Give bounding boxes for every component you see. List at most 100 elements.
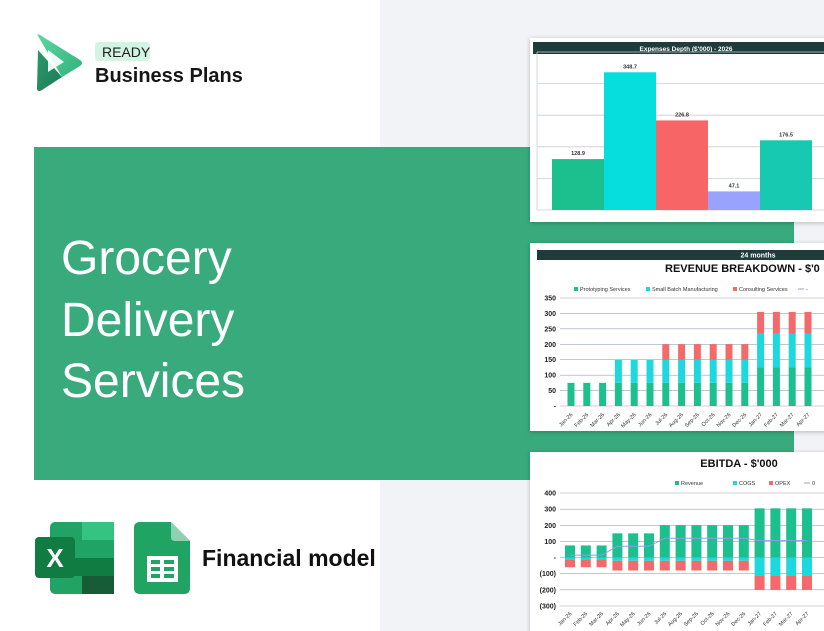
bar-segment <box>678 382 686 406</box>
legend-swatch <box>769 481 773 485</box>
value-label: 128.9 <box>571 151 585 157</box>
sheets-icon <box>134 522 190 594</box>
bar <box>656 120 708 210</box>
bar-segment <box>709 382 717 406</box>
bar-segment <box>738 560 749 571</box>
bar-segment <box>599 382 607 406</box>
title-line: Services <box>61 355 245 408</box>
bar <box>708 191 760 210</box>
legend-label: COGS <box>739 481 756 487</box>
bar-segment <box>772 367 780 406</box>
bar-segment <box>802 575 812 590</box>
bar-segment <box>707 557 718 561</box>
bar-segment <box>725 344 733 360</box>
bar-segment <box>709 359 717 383</box>
bar-segment <box>757 311 765 334</box>
bar-segment <box>754 575 765 590</box>
y-tick-label: 150 <box>544 357 556 364</box>
bar-segment <box>786 508 797 558</box>
bar-segment <box>804 367 812 406</box>
value-label: 176.5 <box>779 132 793 138</box>
chart-header <box>533 42 824 54</box>
bar-segment <box>662 344 670 360</box>
bar-segment <box>628 560 639 571</box>
legend-label: Small Batch Manufacturing <box>652 287 718 293</box>
bar-segment <box>802 557 812 576</box>
bar-segment <box>693 344 701 360</box>
bar-segment <box>580 545 591 558</box>
bar-segment <box>659 560 670 571</box>
bar-segment <box>565 545 575 558</box>
bar-segment <box>723 525 733 558</box>
bar-segment <box>612 533 623 558</box>
bar-segment <box>804 311 812 334</box>
bar-segment <box>788 333 796 368</box>
bar-segment <box>691 525 702 558</box>
bar-segment <box>646 359 654 383</box>
value-label: 348.7 <box>623 64 637 70</box>
bar-segment <box>675 560 686 571</box>
bar-segment <box>725 382 733 406</box>
y-tick-label: 200 <box>544 342 556 349</box>
bar-segment <box>659 557 670 561</box>
title-line: Grocery <box>61 232 232 285</box>
bar-segment <box>662 359 670 383</box>
y-tick-label: (200) <box>540 587 556 594</box>
bar-segment <box>612 560 623 571</box>
bar-segment <box>628 557 639 561</box>
legend-label: Prototyping Services <box>580 287 631 293</box>
bar-segment <box>772 311 780 334</box>
bar-segment <box>612 557 623 561</box>
bar-segment <box>596 557 607 560</box>
chart-header-text: 24 months <box>740 253 775 260</box>
bar-segment <box>596 545 607 558</box>
legend-label: Consulting Services <box>739 287 788 293</box>
bar-segment <box>754 508 765 558</box>
bar-segment <box>725 359 733 383</box>
y-tick-label: 300 <box>544 311 556 318</box>
legend-label: 0 <box>812 481 815 487</box>
y-tick-label: - <box>554 404 557 411</box>
bar-segment <box>693 382 701 406</box>
chart-header <box>537 250 824 260</box>
title-line: Delivery <box>61 294 234 347</box>
chart-title: Expenses Depth ($'000) - 2026 <box>640 46 733 53</box>
bar-segment <box>662 382 670 406</box>
y-tick-label: 200 <box>544 523 556 530</box>
bar-segment <box>741 382 749 406</box>
logo <box>37 34 82 92</box>
bar-segment <box>757 333 765 368</box>
bar-segment <box>754 557 765 576</box>
bar-segment <box>723 557 733 561</box>
bar-segment <box>614 359 622 383</box>
bar-segment <box>583 382 591 406</box>
excel-letter: X <box>46 543 64 573</box>
y-tick-label: 100 <box>544 373 556 380</box>
bar-segment <box>741 359 749 383</box>
bar-segment <box>646 382 654 406</box>
bar-segment <box>678 344 686 360</box>
line-series <box>570 537 807 556</box>
bar-segment <box>580 557 591 560</box>
bar-segment <box>596 559 607 568</box>
bar-segment <box>707 525 718 558</box>
excel-icon: X <box>35 522 114 594</box>
bar-segment <box>567 382 575 406</box>
value-label: 226.8 <box>675 112 689 118</box>
bar <box>760 140 812 210</box>
chart-title: EBITDA - $'000 <box>700 458 777 470</box>
bar-segment <box>738 557 749 561</box>
bar <box>552 159 604 210</box>
brand-name: Business Plans <box>95 65 243 87</box>
bar-segment <box>770 575 781 590</box>
legend-swatch <box>733 481 737 485</box>
bar-segment <box>707 560 718 571</box>
bar-segment <box>738 525 749 558</box>
bar-segment <box>788 311 796 334</box>
bar-segment <box>644 533 654 558</box>
bar-segment <box>788 367 796 406</box>
y-tick-label: 300 <box>544 507 556 514</box>
bar-segment <box>772 333 780 368</box>
